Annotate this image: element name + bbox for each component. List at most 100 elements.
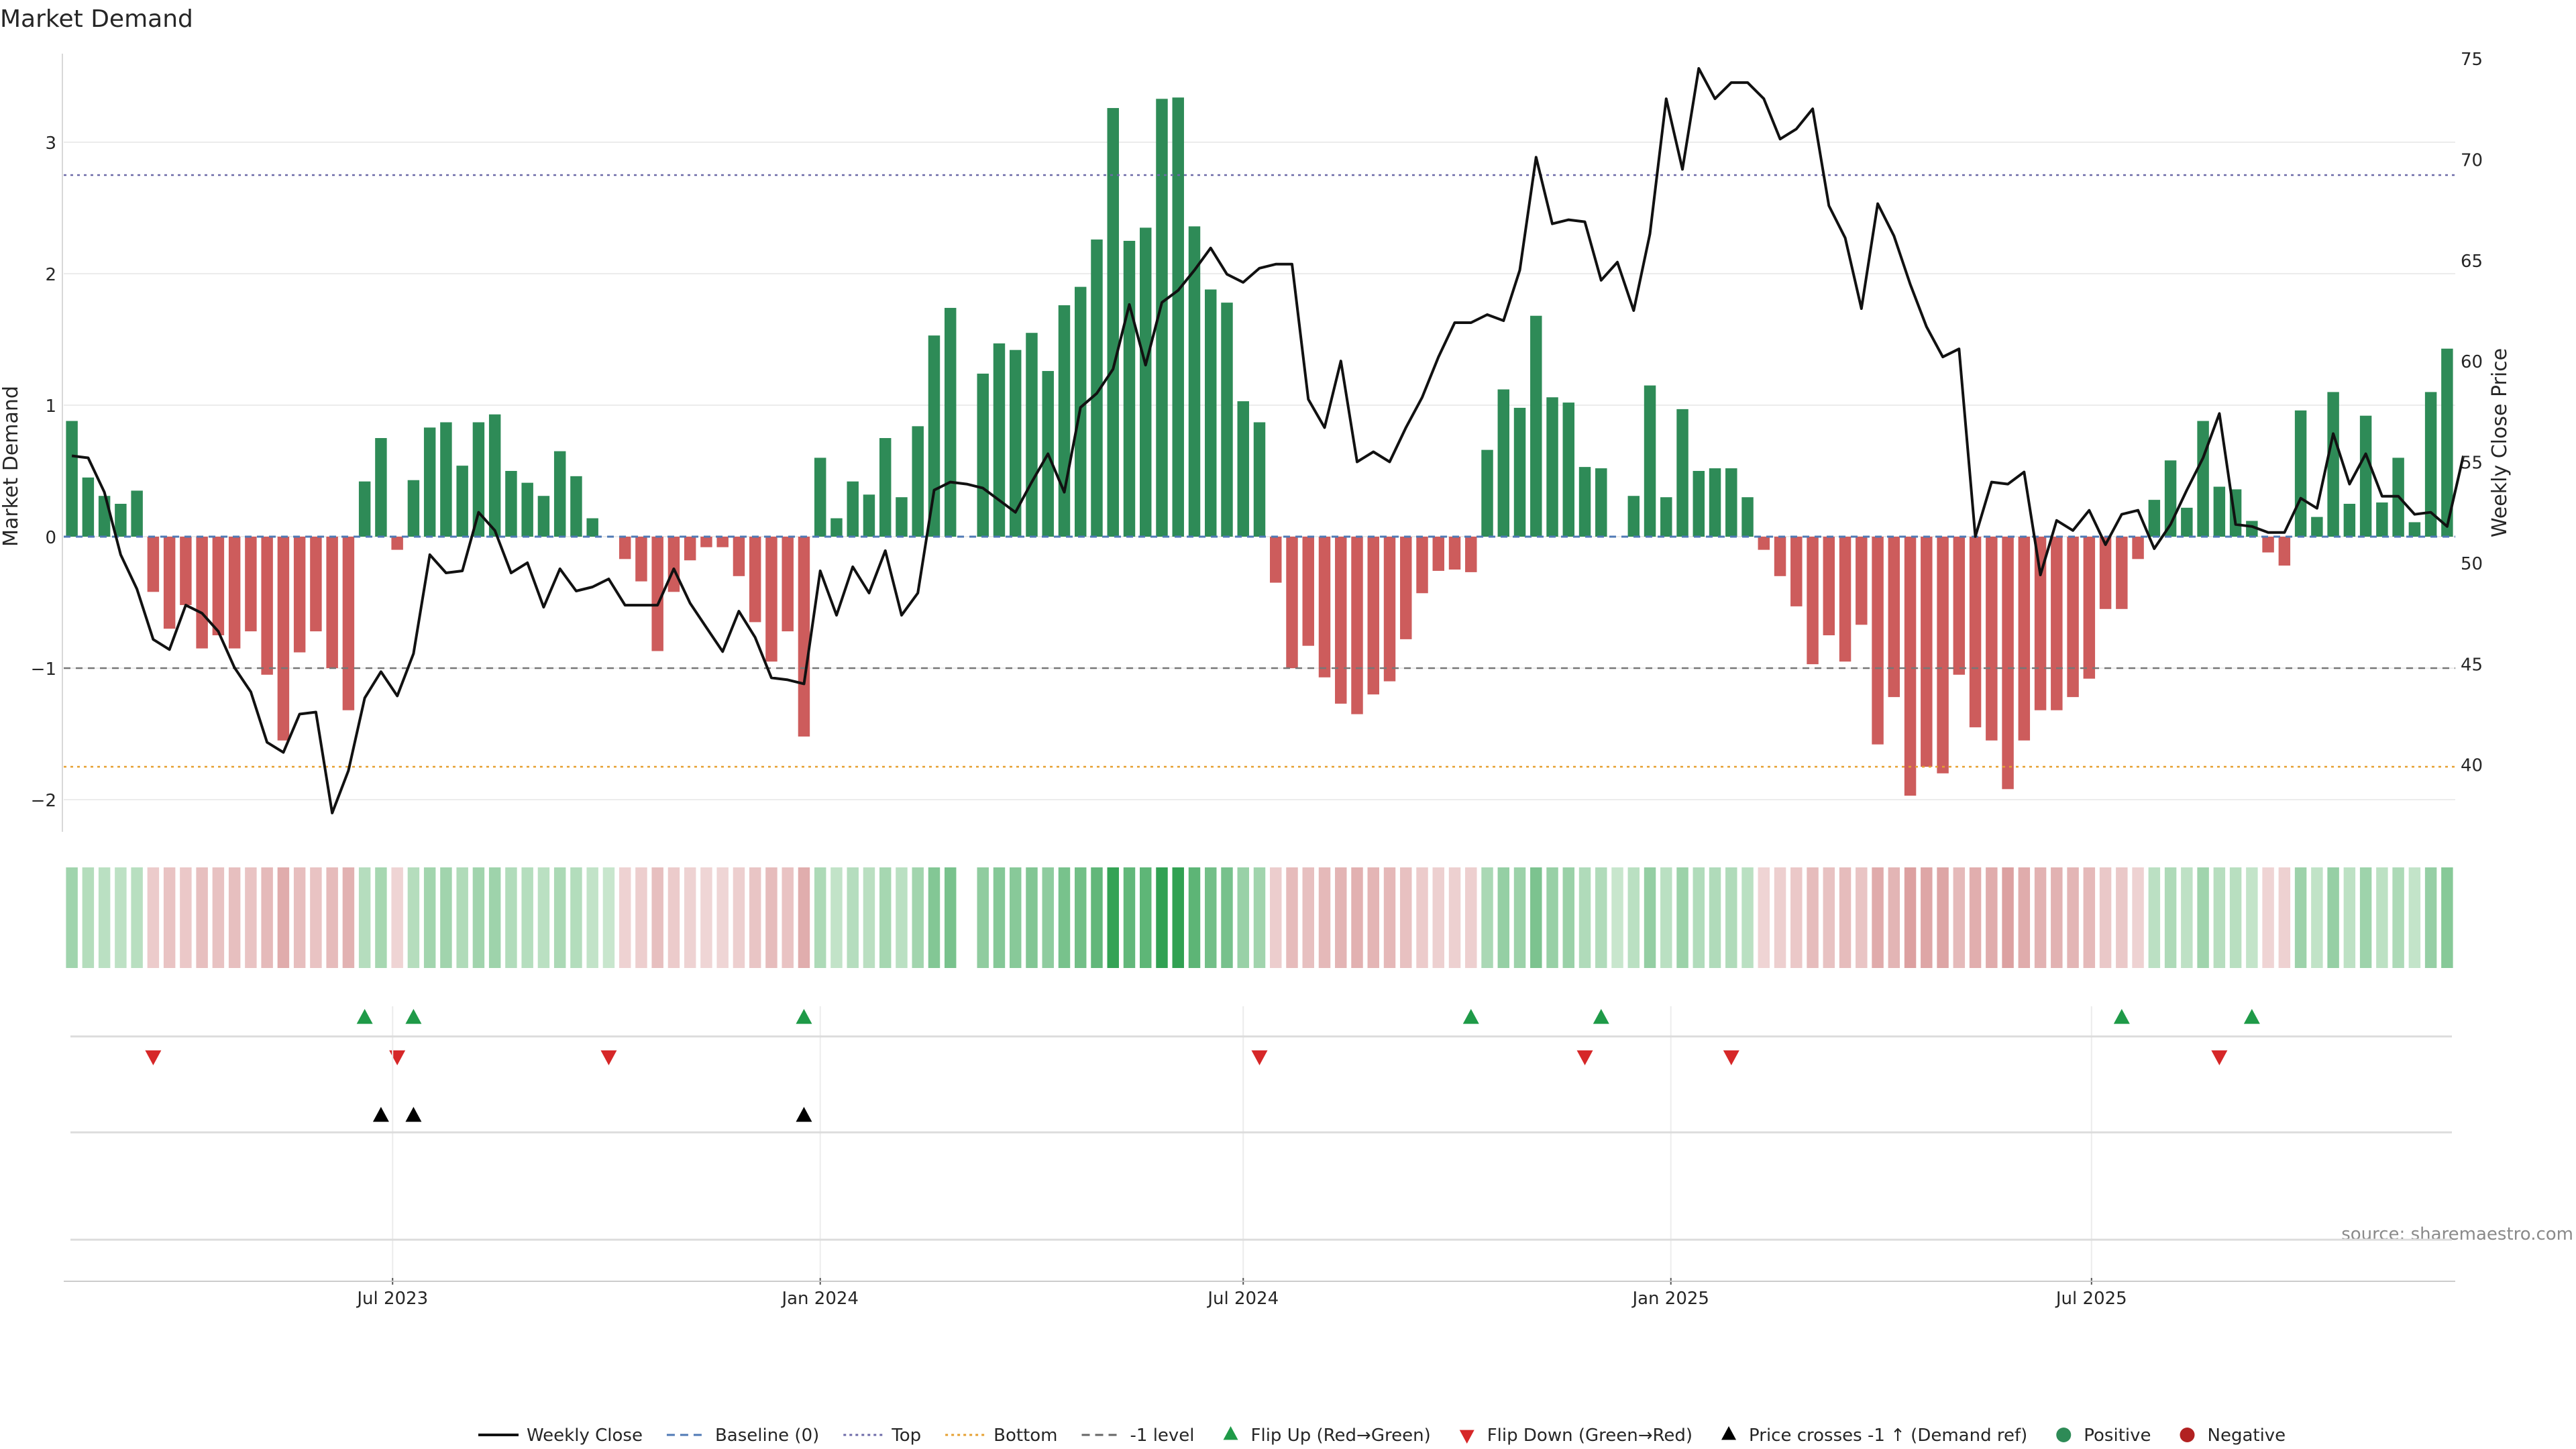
heat-cell (1921, 867, 1933, 968)
negative-demand-bar (1888, 537, 1900, 698)
heat-cell (830, 867, 843, 968)
heat-cell (765, 867, 777, 968)
positive-demand-bar (1172, 97, 1184, 537)
heat-cell (782, 867, 794, 968)
demand-bars (66, 97, 2453, 796)
positive-demand-bar (2327, 392, 2339, 537)
heat-cell (896, 867, 908, 968)
negative-demand-bar (245, 537, 257, 632)
positive-demand-bar (1530, 315, 1542, 537)
positive-demand-bar (553, 451, 566, 537)
heat-cell (1465, 867, 1477, 968)
heat-cell (1790, 867, 1803, 968)
negative-demand-bar (180, 537, 192, 605)
positive-demand-bar (456, 466, 468, 537)
heat-cell (1172, 867, 1184, 968)
positive-demand-bar (488, 414, 501, 537)
positive-demand-bar (2181, 507, 2193, 537)
negative-demand-bar (765, 537, 777, 662)
positive-demand-bar (1741, 497, 1754, 537)
legend-label: Negative (2208, 1426, 2286, 1446)
positive-demand-bar (896, 497, 908, 537)
negative-demand-bar (1774, 537, 1786, 576)
negative-demand-bar (261, 537, 273, 675)
positive-demand-bar (407, 480, 420, 537)
heat-cell (1009, 867, 1022, 968)
negative-demand-bar (2262, 537, 2274, 553)
heat-cell (2376, 867, 2388, 968)
negative-demand-bar (1318, 537, 1331, 678)
heat-cell (391, 867, 403, 968)
flip-down-marker (1251, 1050, 1268, 1065)
heat-cell (1432, 867, 1444, 968)
heat-cell (180, 867, 192, 968)
heat-cell (1530, 867, 1542, 968)
negative-demand-bar (228, 537, 241, 649)
negative-demand-bar (782, 537, 794, 632)
heat-cell (814, 867, 826, 968)
heat-cell (277, 867, 290, 968)
heat-cell (196, 867, 208, 968)
positive-demand-bar (1140, 227, 1152, 537)
positive-demand-bar (944, 307, 957, 537)
heat-cell (1741, 867, 1754, 968)
heat-cell (1758, 867, 1770, 968)
legend: Weekly Close Baseline (0) Top Bottom -1 leve… (478, 1426, 2286, 1446)
negative-demand-bar (1302, 537, 1314, 646)
heat-cell (1107, 867, 1119, 968)
positive-demand-bar (977, 373, 989, 537)
heat-cell (1546, 867, 1558, 968)
positive-demand-bar (1009, 350, 1022, 537)
negative-demand-bar (635, 537, 647, 582)
negative-demand-bar (2278, 537, 2291, 566)
negative-demand-bar (1383, 537, 1396, 682)
heat-cell (944, 867, 957, 968)
heat-cell (1823, 867, 1835, 968)
heat-cell (1448, 867, 1461, 968)
heat-cell (1335, 867, 1347, 968)
heat-cell (2067, 867, 2079, 968)
heat-cell (1856, 867, 1868, 968)
heat-cell (1953, 867, 1966, 968)
heat-cell (440, 867, 452, 968)
positive-demand-bar (1595, 468, 1607, 537)
positive-demand-bar (2148, 500, 2161, 537)
negative-demand-bar (1286, 537, 1298, 668)
heat-cell (423, 867, 436, 968)
heat-cell (1091, 867, 1103, 968)
flip-up-marker (356, 1009, 373, 1024)
x-tick-label: Jul 2025 (2055, 1289, 2127, 1309)
negative-demand-bar (1921, 537, 1933, 767)
weekly-close-line (71, 67, 2465, 814)
heat-cell (1221, 867, 1233, 968)
legend-item: Baseline (0) (666, 1426, 819, 1446)
negative-demand-bar (684, 537, 696, 561)
legend-item: Flip Down (Green→Red) (1459, 1426, 1693, 1446)
heat-cell (1595, 867, 1607, 968)
negative-demand-bar (1400, 537, 1412, 639)
x-tick-label: Jul 2024 (1206, 1289, 1279, 1309)
heat-cell (684, 867, 696, 968)
positive-demand-bar (1709, 468, 1721, 537)
heat-cell (375, 867, 387, 968)
negative-demand-bar (147, 537, 160, 592)
heat-cell (2294, 867, 2307, 968)
heat-cell (1383, 867, 1396, 968)
heat-cell (1140, 867, 1152, 968)
heat-cell (2311, 867, 2323, 968)
heat-cell (2197, 867, 2209, 968)
heat-cell (2213, 867, 2226, 968)
positive-demand-bar (1693, 471, 1705, 537)
heat-cell (261, 867, 273, 968)
negative-demand-bar (1432, 537, 1444, 571)
legend-label: Bottom (994, 1426, 1057, 1446)
negative-demand-bar (1270, 537, 1282, 583)
positive-demand-bar (2441, 348, 2453, 537)
negative-demand-bar (196, 537, 208, 649)
left-tick-label: −1 (31, 659, 56, 680)
heat-cell (635, 867, 647, 968)
positive-demand-bar (847, 481, 859, 537)
positive-demand-bar (1253, 422, 1266, 537)
negative-demand-bar (1367, 537, 1379, 695)
legend-swatch (1223, 1426, 1238, 1440)
